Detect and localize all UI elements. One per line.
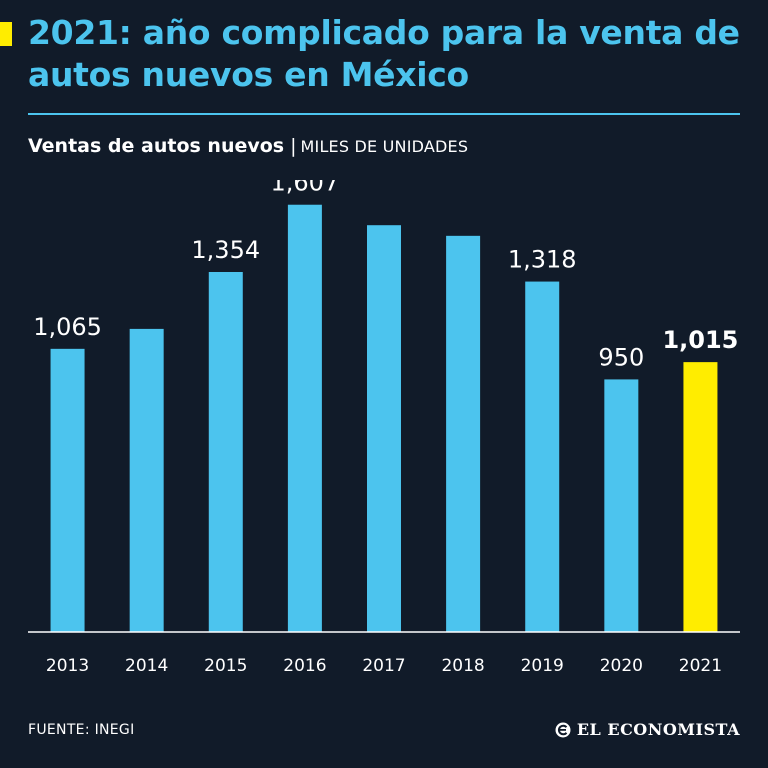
x-tick-2017: 2017 — [362, 656, 405, 676]
data-label-2019: 1,318 — [508, 246, 577, 274]
bar-2014 — [129, 328, 164, 632]
brand-name: EL ECONOMISTA — [576, 720, 740, 739]
bar-2017 — [367, 225, 401, 632]
x-tick-2018: 2018 — [441, 656, 484, 676]
title-divider — [28, 113, 740, 115]
bar-2016 — [287, 204, 322, 632]
chart-subtitle: Ventas de autos nuevos | MILES DE UNIDADES — [28, 132, 468, 161]
bar-2018 — [446, 235, 481, 632]
bar-2019 — [525, 281, 560, 632]
source-note: FUENTE: INEGI — [28, 722, 135, 738]
page-title: 2021: año complicado para la venta de au… — [28, 13, 740, 94]
bar-2015 — [208, 271, 243, 632]
el-economista-logo-icon — [555, 722, 571, 737]
subtitle-main: Ventas de autos nuevos — [28, 135, 285, 157]
x-tick-2020: 2020 — [600, 656, 643, 676]
bar-2021 — [683, 362, 718, 632]
subtitle-separator: | — [290, 135, 297, 157]
bar-2020 — [604, 379, 639, 632]
x-tick-2021: 2021 — [679, 656, 722, 676]
x-tick-2015: 2015 — [204, 656, 247, 676]
x-tick-2019: 2019 — [521, 656, 564, 676]
bar-chart: 1,065 2013 2014 1,354 2015 1,607 2016 2017 2018 1… — [28, 180, 740, 676]
x-tick-2014: 2014 — [125, 656, 168, 676]
data-label-2021: 1,015 — [662, 326, 738, 354]
data-label-2015: 1,354 — [191, 236, 260, 264]
x-tick-2016: 2016 — [283, 656, 326, 676]
data-label-2020: 950 — [598, 343, 644, 371]
brand-logo: EL ECONOMISTA — [555, 720, 740, 739]
x-tick-2013: 2013 — [46, 656, 89, 676]
subtitle-unit: MILES DE UNIDADES — [300, 137, 469, 156]
data-label-2013: 1,065 — [33, 313, 102, 341]
data-label-2016: 1,607 — [271, 180, 340, 197]
bar-2013 — [50, 348, 85, 632]
title-accent-bar — [0, 22, 12, 46]
